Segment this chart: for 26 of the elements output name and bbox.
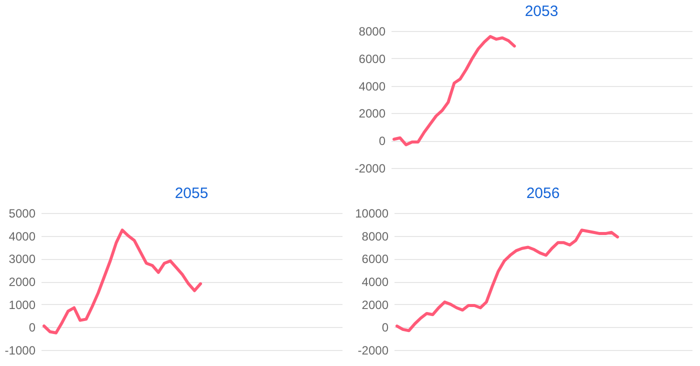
y-tick-label: 6000: [358, 52, 386, 66]
y-tick-label: -2000: [358, 344, 389, 358]
y-tick-label: 4000: [358, 79, 386, 94]
chart-title: 2056: [526, 185, 560, 202]
y-tick-label: 6000: [362, 252, 389, 266]
y-tick-label: 3000: [8, 252, 36, 266]
y-tick-label: 8000: [358, 24, 386, 38]
y-tick-label: 10000: [355, 206, 389, 220]
y-tick-label: -2000: [354, 162, 386, 176]
line-series: [395, 228, 619, 332]
y-tick-label: 5000: [8, 206, 36, 220]
y-tick-label: 2000: [358, 106, 386, 121]
y-tick-label: 8000: [362, 229, 389, 244]
y-tick-label: 4000: [362, 275, 389, 289]
y-tick-label: -1000: [4, 344, 36, 358]
y-tick-label: 1000: [8, 298, 36, 312]
line-series: [42, 228, 202, 334]
y-tick-label: 0: [382, 320, 389, 335]
y-tick-label: 2000: [362, 298, 389, 312]
y-tick-label: 0: [28, 320, 36, 335]
y-tick-label: 2000: [8, 275, 36, 289]
chart-title: 2055: [174, 185, 208, 202]
line-series: [392, 34, 516, 146]
y-tick-label: 4000: [8, 229, 36, 244]
y-tick-label: 0: [378, 134, 386, 148]
chart-title: 2053: [524, 3, 558, 20]
